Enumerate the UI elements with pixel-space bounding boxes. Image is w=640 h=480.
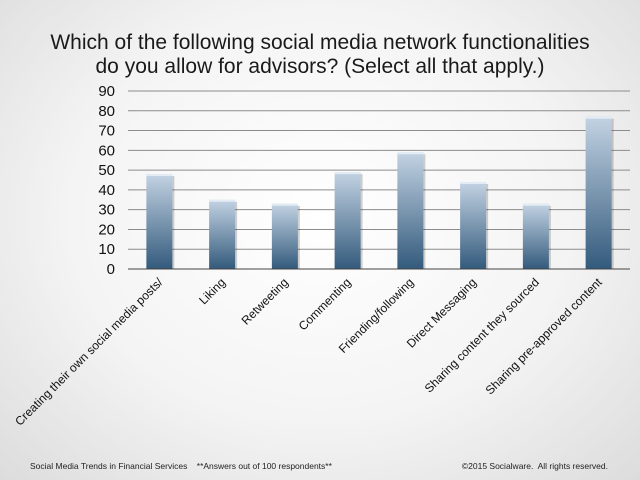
y-tick-label: 70 [98, 123, 115, 140]
bar [460, 181, 487, 269]
x-tick-label: Sharing content they sourced [422, 275, 542, 395]
chart-title: Which of the following social media netw… [0, 31, 640, 79]
bar-cap [522, 203, 549, 206]
bar [209, 199, 236, 269]
bar [522, 203, 549, 269]
bar-cap [146, 174, 173, 177]
gridlines [128, 90, 630, 250]
bar [146, 174, 173, 269]
bar [585, 116, 612, 269]
x-tick-label: Liking [196, 275, 228, 307]
y-tick-label: 0 [107, 261, 115, 278]
chart-title-line-2: do you allow for advisors? (Select all t… [95, 55, 545, 78]
bar-cap [397, 152, 424, 155]
bar-cap [585, 116, 612, 119]
y-tick-label: 30 [98, 202, 115, 219]
chart-title-line-1: Which of the following social media netw… [50, 31, 590, 54]
bar [334, 172, 361, 269]
y-tick-label: 40 [98, 182, 115, 199]
bar-cap [334, 172, 361, 175]
x-tick-label: Commenting [296, 275, 354, 333]
y-tick-label: 20 [98, 221, 115, 238]
bar-cap [209, 199, 236, 202]
footer-source: Social Media Trends in Financial Service… [30, 461, 332, 471]
y-tick-label: 50 [98, 162, 115, 179]
x-tick-label: Retweeting [239, 275, 291, 327]
y-tick-label: 60 [98, 142, 115, 159]
bar-cap [460, 181, 487, 184]
y-tick-label: 90 [98, 83, 115, 100]
y-axis-ticks: 0 10 20 30 40 50 60 70 80 90 [98, 83, 115, 278]
bar [271, 203, 298, 269]
bar [397, 152, 424, 269]
x-axis-ticks: Creating their own social media posts/Li… [12, 275, 605, 429]
bar-cap [271, 203, 298, 206]
x-tick-label: Sharing pre-approved content [483, 275, 606, 398]
footer-copyright: ©2015 Socialware. All rights reserved. [461, 461, 608, 471]
y-tick-label: 10 [98, 241, 115, 258]
x-tick-label: Creating their own social media posts/ [12, 275, 166, 429]
bars [146, 116, 614, 269]
y-tick-label: 80 [98, 103, 115, 120]
